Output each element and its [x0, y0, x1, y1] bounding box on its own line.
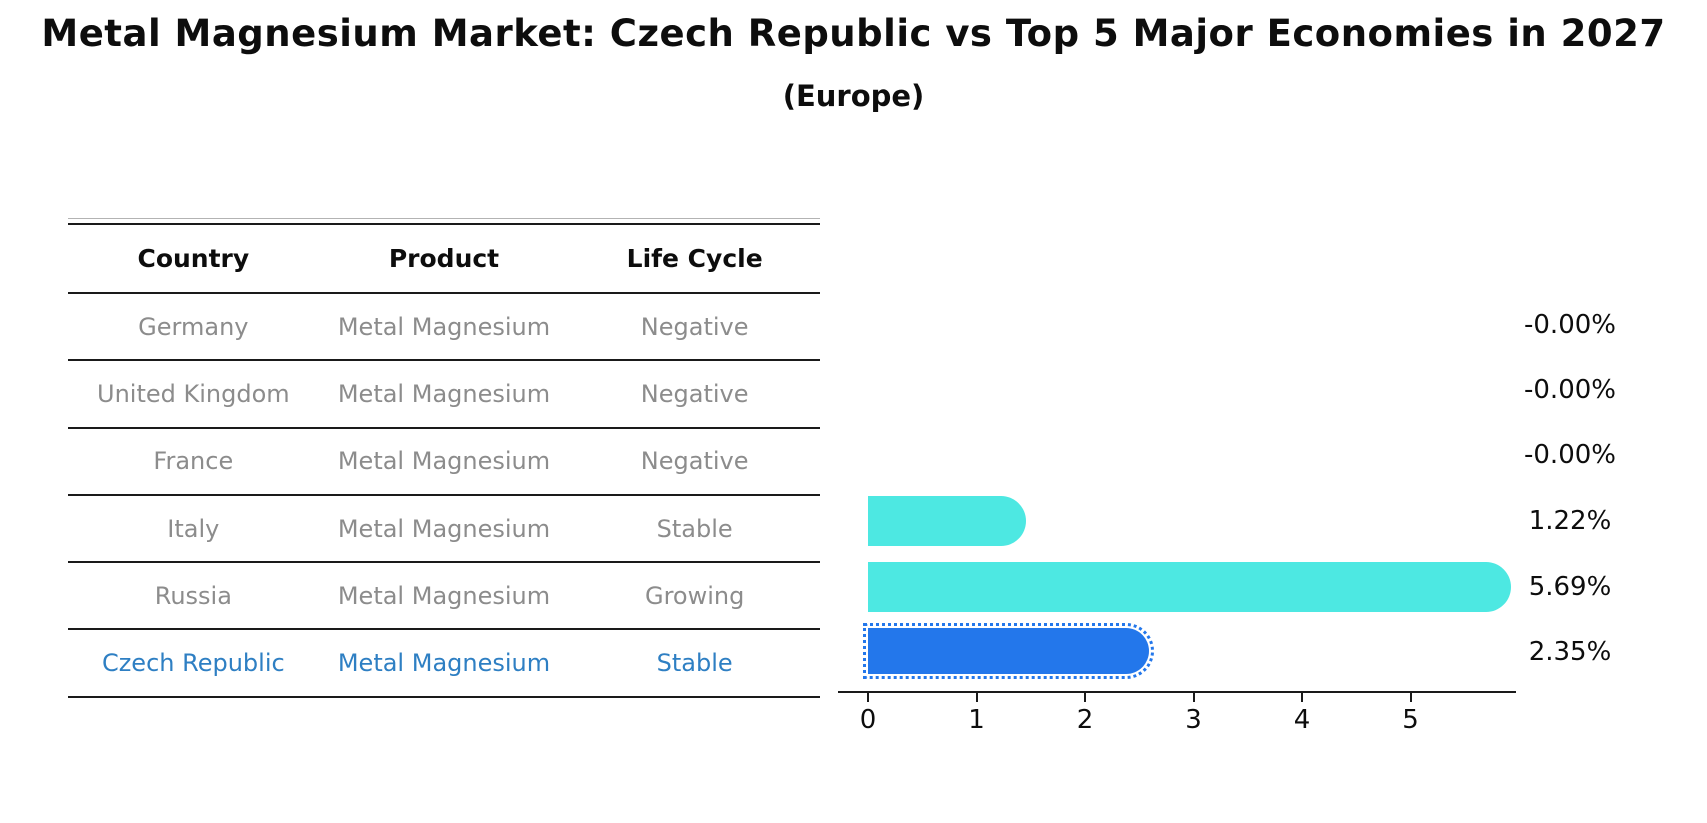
value-label-russia: 5.69% — [1528, 572, 1612, 602]
cell-country: France — [153, 447, 234, 476]
cell-country: Italy — [167, 514, 220, 543]
x-axis-tick-label: 3 — [1185, 705, 1202, 735]
table-row-czech-republic: Czech Republic Metal Magnesium Stable — [68, 628, 820, 695]
x-axis-tick — [975, 693, 978, 702]
cell-life-cycle: Stable — [656, 649, 733, 678]
table-row: France Metal Magnesium Negative — [68, 426, 820, 494]
bar-czech-republic — [863, 623, 1154, 679]
cell-country: Russia — [154, 581, 232, 610]
bar-russia — [868, 562, 1512, 612]
country-table: Country Product Life Cycle Germany Metal… — [68, 223, 820, 698]
x-axis-tick — [1301, 693, 1303, 702]
value-label-united-kingdom: -0.00% — [1524, 375, 1616, 405]
table-row: Germany Metal Magnesium Negative — [68, 292, 820, 359]
cell-country: Czech Republic — [101, 649, 285, 678]
table-row: United Kingdom Metal Magnesium Negative — [68, 359, 820, 426]
bar-italy — [868, 496, 1027, 546]
chart-subtitle: (Europe) — [782, 79, 925, 113]
x-axis-tick-label: 5 — [1402, 705, 1419, 735]
cell-life-cycle: Stable — [656, 514, 733, 543]
x-axis-line — [838, 691, 1516, 693]
cell-product: Metal Magnesium — [337, 379, 551, 408]
table-row: Russia Metal Magnesium Growing — [68, 561, 820, 628]
value-label-italy: 1.22% — [1528, 506, 1612, 536]
x-axis-tick-label: 1 — [968, 705, 985, 735]
x-axis-tick — [867, 693, 869, 702]
cell-life-cycle: Negative — [640, 447, 749, 476]
cell-product: Metal Magnesium — [337, 581, 551, 610]
chart-title: Metal Magnesium Market: Czech Republic v… — [41, 12, 1666, 55]
cell-country: Germany — [138, 312, 249, 341]
x-axis-tick-label: 0 — [859, 705, 877, 735]
cell-product: Metal Magnesium — [337, 514, 551, 543]
value-label-germany: -0.00% — [1524, 310, 1616, 340]
value-label-france: -0.00% — [1524, 440, 1616, 470]
bar-czech-republic-fill — [868, 628, 1149, 674]
value-label-czech-republic: 2.35% — [1528, 637, 1612, 667]
x-axis-tick-label: 2 — [1076, 705, 1094, 735]
column-header-product: Product — [388, 244, 500, 273]
x-axis-tick — [1192, 693, 1195, 702]
cell-life-cycle: Negative — [640, 312, 749, 341]
cell-product: Metal Magnesium — [337, 447, 551, 476]
table-top-rule — [68, 218, 820, 219]
cell-product: Metal Magnesium — [337, 649, 551, 678]
cell-product: Metal Magnesium — [337, 312, 551, 341]
table-header-row: Country Product Life Cycle — [68, 225, 820, 292]
x-axis-tick — [1409, 693, 1412, 702]
x-axis-tick — [1084, 693, 1086, 702]
cell-country: United Kingdom — [97, 379, 290, 408]
column-header-life-cycle: Life Cycle — [626, 244, 763, 273]
column-header-country: Country — [137, 244, 250, 273]
cell-life-cycle: Negative — [640, 379, 749, 408]
cell-life-cycle: Growing — [644, 581, 745, 610]
table-row: Italy Metal Magnesium Stable — [68, 493, 820, 561]
x-axis-tick-label: 4 — [1293, 705, 1311, 735]
